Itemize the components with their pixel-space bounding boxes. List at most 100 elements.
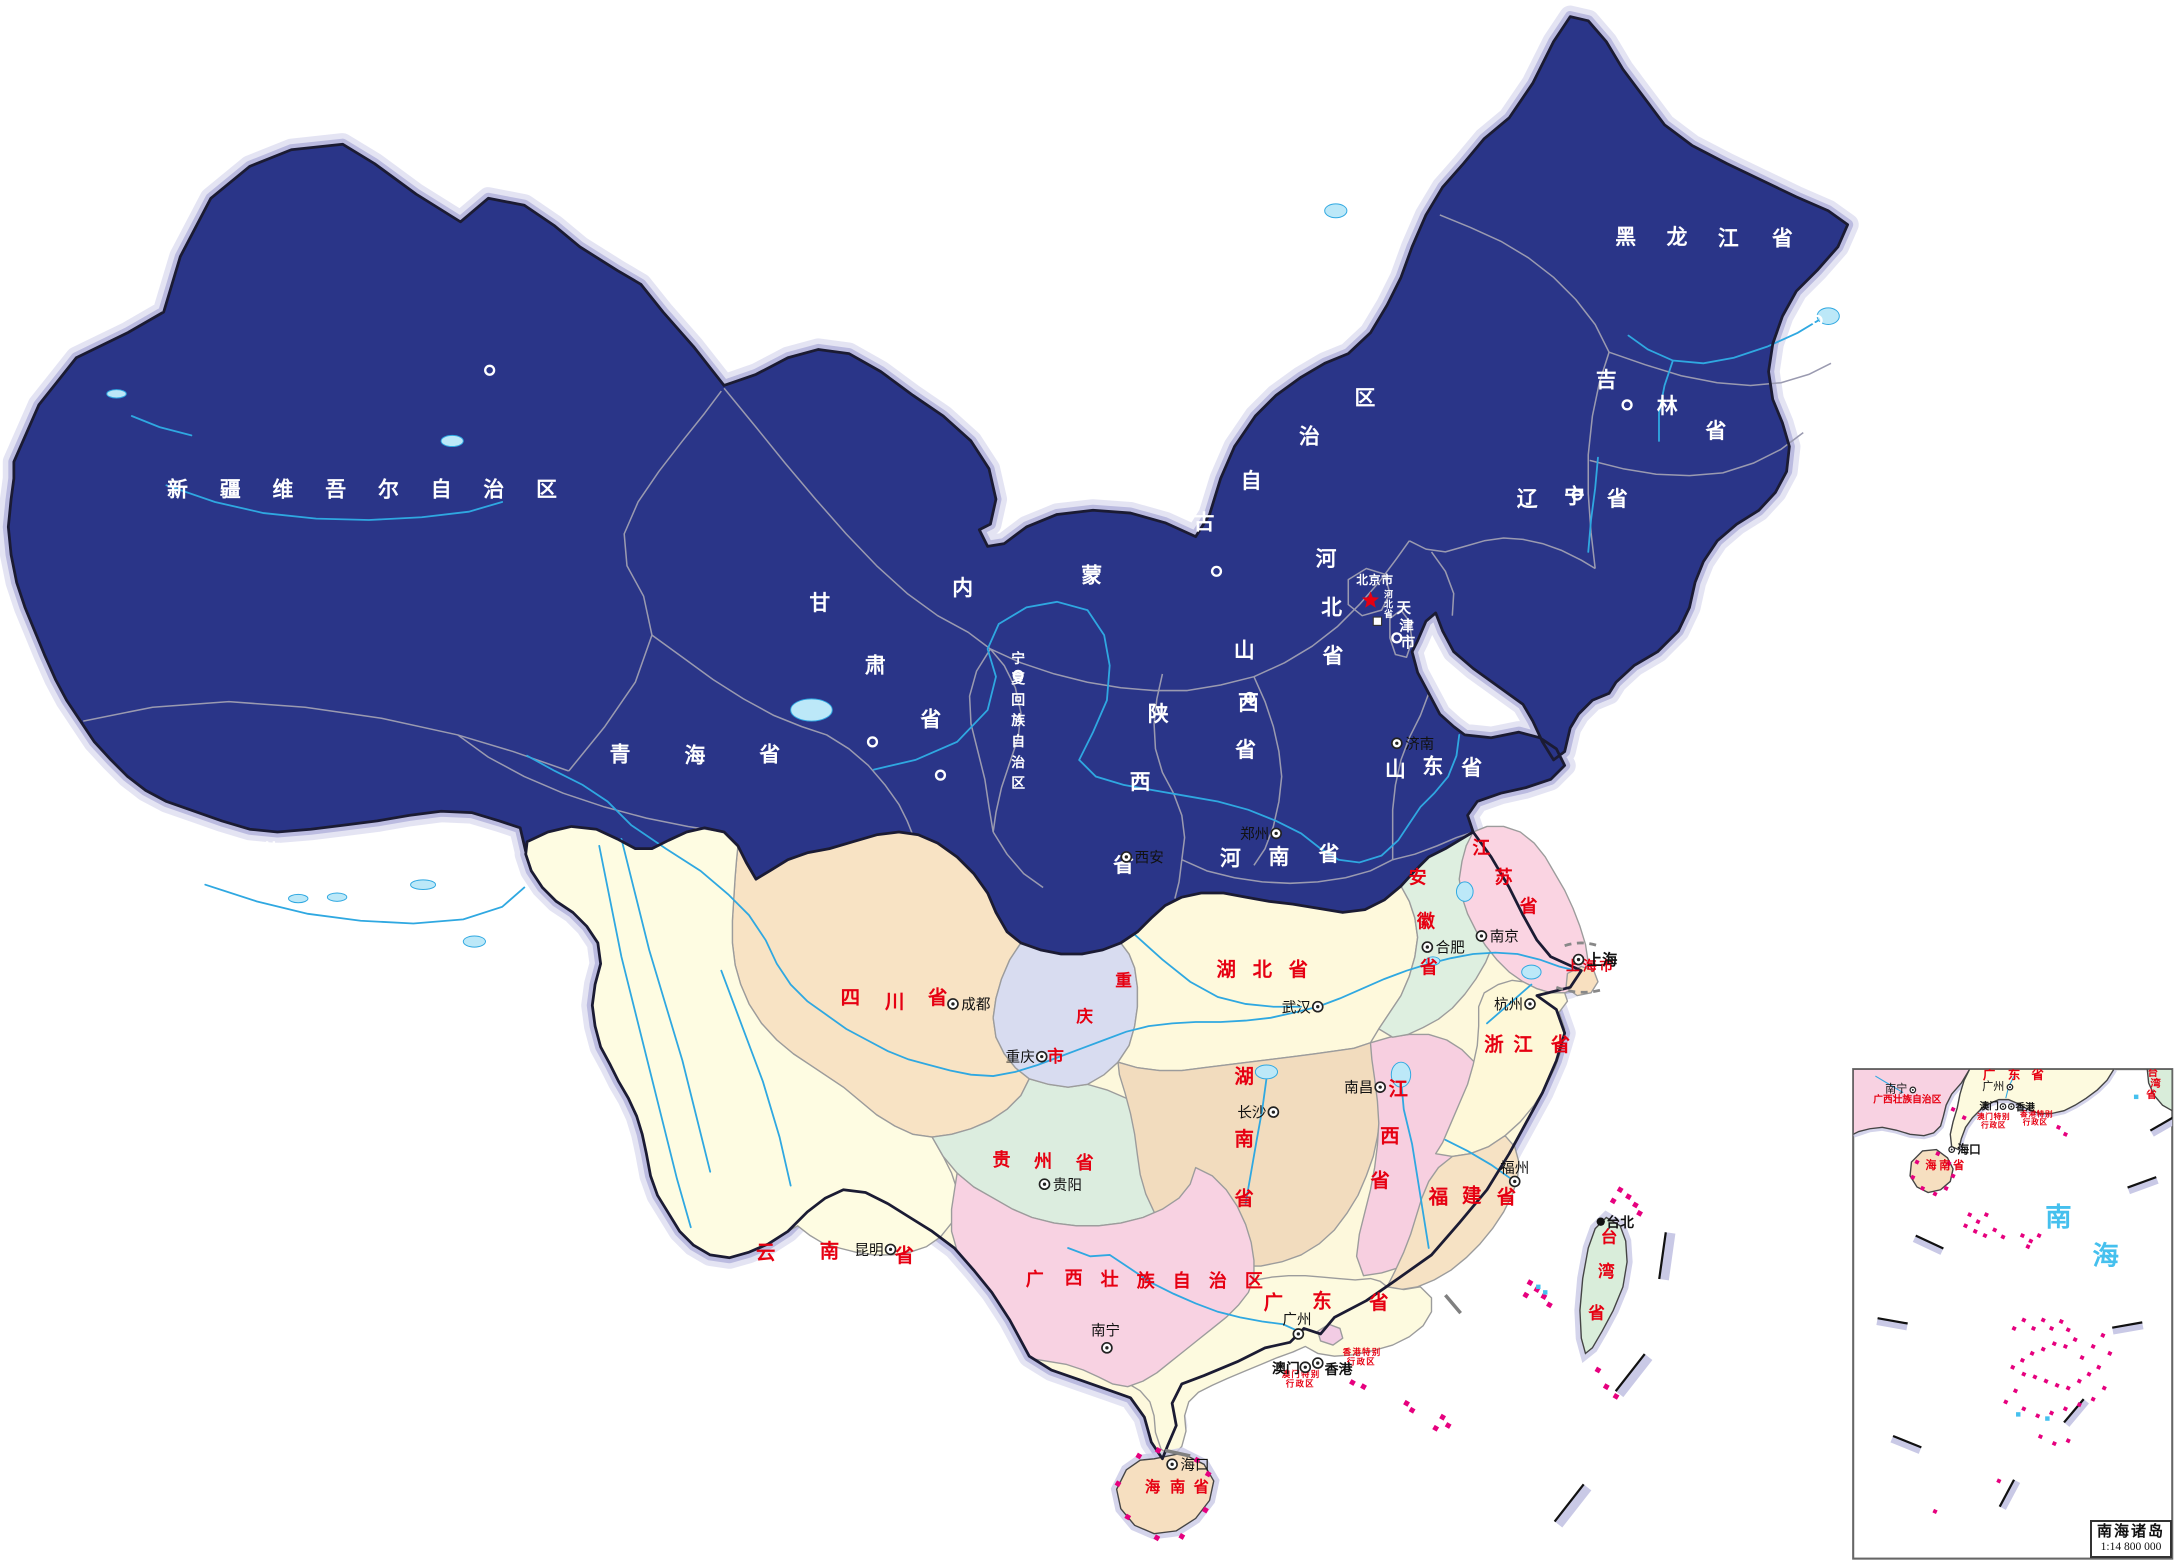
province-label-xinjiang: 疆 [220,478,241,501]
inset-label-hongkong-sar: 区 [2039,1118,2047,1127]
island-dot [1594,1366,1602,1374]
sea-boundary-dash [1658,1232,1676,1281]
island-dot [1439,1413,1447,1421]
inset-island-dot [2048,1410,2055,1416]
province-label-gansu: 甘 [809,592,830,615]
island-dot [1444,1422,1452,1429]
inset-island-dot [2021,1317,2027,1323]
city-guangzhou-marker-dot [1296,1332,1301,1336]
gray-boundary-segment [1444,1294,1462,1315]
province-label-jiangxi: 西 [1380,1126,1399,1148]
city-yinchuan-marker-icon [1012,669,1024,681]
inset-label-guangxi: 族 [1902,1092,1912,1105]
island-dot-cyan [1536,1284,1541,1290]
inset-label-guangxi: 治 [1922,1092,1932,1105]
province-label-hongkong-sar: 别 [1371,1347,1380,1357]
inset-label-guangxi: 壮 [1893,1092,1903,1105]
inset-island-dot [2011,1325,2017,1332]
province-label-chongqing: 重 [1115,970,1132,990]
province-label-anhui: 省 [1419,956,1438,977]
province-label-guangxi: 族 [1137,1270,1156,1291]
island-dot [1616,1186,1624,1194]
inset-label-macau-sar: 门 [1985,1111,1993,1121]
inset-island-dot [1996,1478,2002,1484]
inset-island-dot [2021,1371,2027,1377]
inset-island-dot [2065,1385,2071,1391]
inset-island-dot [1972,1228,1978,1234]
province-label-yunnan: 云 [756,1242,775,1264]
province-taiwan [1579,1216,1628,1355]
province-label-shandong: 山 [1385,759,1406,782]
province-label-jiangsu: 苏 [1495,866,1513,887]
province-label-macau-sar: 澳 [1282,1369,1291,1379]
inset-island-dot [1983,1212,1989,1218]
city-harbin-marker-icon [1811,314,1823,326]
sea-boundary-dash [2112,1321,2144,1335]
inset-island-dot [2062,1131,2068,1137]
province-label-beijing: 市 [1381,573,1393,587]
inset-island-dot [2035,1413,2041,1419]
island-dot [1636,1209,1643,1217]
province-label-ningxia: 族 [1011,712,1025,728]
city-jinan-marker-dot [1395,741,1399,745]
inset-label-guangxi: 自 [1912,1092,1922,1105]
province-label-jiangxi: 江 [1389,1078,1408,1100]
province-label-heilongjiang: 江 [1718,227,1739,250]
city-chongqing-marker-dot [1040,1054,1044,1059]
inset-island-dot [1946,1160,1952,1166]
province-label-hubei: 北 [1253,959,1273,981]
province-label-zhejiang: 江 [1513,1034,1532,1056]
province-label-hongkong-sar: 特 [1362,1347,1371,1357]
inset-island-dot [2062,1406,2068,1412]
inset-island-dot [2055,1124,2062,1130]
city-guiyang-marker-dot [1042,1182,1047,1186]
city-wuhan-marker-dot [1316,1005,1320,1009]
ili-river [130,415,193,437]
province-label-guizhou: 州 [1034,1152,1052,1172]
province-label-fujian: 省 [1496,1186,1516,1209]
city-jinan-label: 济南 [1405,736,1434,753]
xiang-river [1244,1077,1268,1205]
inset-label-hongkong-sar: 香 [2019,1108,2028,1118]
inset-island-dot [2062,1343,2068,1350]
inset-island-dot [2003,1399,2009,1405]
inset-label-taiwan: 省 [2145,1088,2157,1101]
songhua-river [1627,315,1827,365]
province-label-xizang: 自 [332,841,353,865]
province-label-neimenggu: 内 [952,576,973,600]
yunnan-river [720,969,792,1187]
province-label-taiwan: 湾 [1598,1261,1615,1281]
cities-layer: 济南郑州西安成都重庆贵阳昆明南宁武汉长沙南昌合肥南京杭州上海福州台北广州海口香港… [472,314,1823,1474]
sea-boundary-dash [2127,1176,2159,1195]
inset-label-hongkong-sar: 特 [2037,1108,2045,1118]
province-label-hainan: 海 [1145,1478,1160,1496]
province-label-hunan: 省 [1234,1187,1254,1210]
country-outline [6,15,1850,1461]
city-guiyang-label: 贵阳 [1053,1177,1082,1194]
province-label-sichuan: 川 [884,991,904,1013]
sea-boundary-dash [1876,1317,1908,1331]
province-label-neimenggu: 蒙 [1081,563,1102,587]
city-urumqi-marker-icon [484,364,496,376]
province-label-jiangsu: 省 [1519,895,1538,916]
gray-boundary-segment [1164,1448,1191,1458]
navy-internal-borders [83,214,1832,899]
province-label-xinjiang: 区 [536,478,557,501]
min-river [1444,1138,1516,1183]
province-label-anhui: 安 [1409,866,1427,887]
inset-dynamic-layer: 南海广东省广西壮族自治区海南省台湾省澳门特别行政区香港特别行政区南宁 广州澳门 香港… [1873,1069,2173,1515]
city-shanghai-label: 上海 [1587,951,1618,969]
inset-label-hainan: 南 [1939,1158,1950,1172]
province-label-jilin: 林 [1657,394,1678,418]
province-label-guangdong: 东 [1312,1290,1331,1313]
province-label-heilongjiang: 省 [1771,226,1793,250]
province-label-hebei-mini: 省 [1383,608,1393,619]
province-label-macau-sar: 区 [1305,1379,1314,1389]
province-label-macau-sar: 政 [1296,1379,1305,1389]
inset-island-dot [1935,1151,1941,1157]
inset-taiwan [2146,1069,2173,1112]
city-wuhan-label: 武汉 [1282,999,1312,1016]
island-dot [1153,1534,1161,1542]
island-dot [1602,1383,1610,1391]
